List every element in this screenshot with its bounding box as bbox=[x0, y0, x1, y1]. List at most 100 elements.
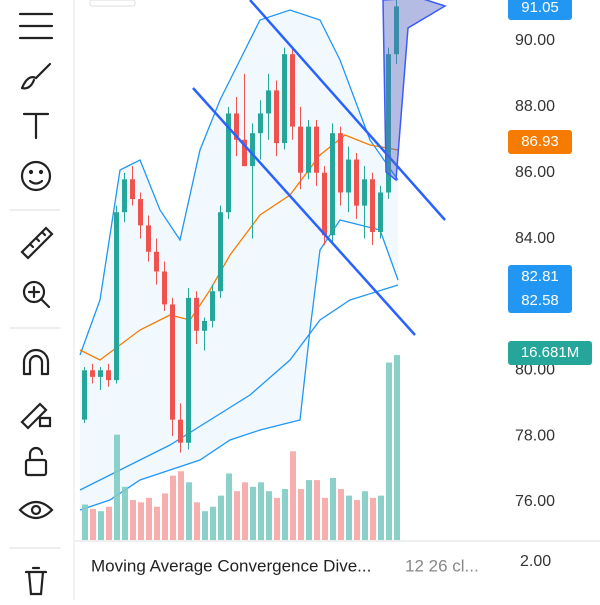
toolbar bbox=[9, 12, 61, 596]
candle-body bbox=[330, 133, 335, 236]
candle-body bbox=[338, 133, 343, 193]
channel-line[interactable] bbox=[249, 0, 446, 221]
volume-bar bbox=[138, 502, 144, 540]
magnet-tool[interactable] bbox=[22, 348, 50, 376]
candle-body bbox=[370, 179, 375, 232]
candle-body bbox=[162, 271, 167, 305]
candle-body bbox=[234, 113, 239, 140]
volume-bar bbox=[178, 471, 184, 540]
candle-body bbox=[114, 212, 119, 381]
candle-body bbox=[394, 6, 399, 55]
candle-body bbox=[298, 126, 303, 173]
trend-tool[interactable] bbox=[18, 12, 54, 40]
volume-bar bbox=[330, 477, 336, 540]
last-price: 91.05 bbox=[521, 0, 559, 16]
indicator-scale: 2.00 bbox=[520, 553, 551, 570]
candle-body bbox=[218, 212, 223, 292]
volume-bar bbox=[234, 491, 240, 540]
volume-bar bbox=[394, 355, 400, 540]
price-axis: 90.00 88.00 86.00 84.00 80.00 78.00 76.00 bbox=[515, 32, 555, 510]
zoom-tool[interactable] bbox=[22, 280, 51, 309]
volume-bar bbox=[306, 480, 312, 540]
volume-bar bbox=[194, 502, 200, 540]
volume-bar bbox=[202, 511, 208, 540]
volume-bar bbox=[210, 506, 216, 540]
volume-bar bbox=[242, 482, 248, 540]
volume-value: 16.681M bbox=[521, 344, 579, 361]
volume-bar bbox=[274, 497, 280, 540]
volume-bar bbox=[218, 495, 224, 540]
badge bbox=[508, 0, 572, 20]
price-tick-label: 88.00 bbox=[515, 98, 555, 115]
lock-drawing-tool[interactable] bbox=[20, 402, 52, 430]
candle-body bbox=[242, 139, 247, 167]
volume-bar bbox=[362, 491, 368, 540]
volume-bar bbox=[226, 473, 232, 540]
indicator-params: 12 26 cl... bbox=[405, 556, 479, 575]
volume-bar bbox=[170, 475, 176, 540]
badge bbox=[508, 130, 572, 154]
volume-bar bbox=[250, 486, 256, 540]
volume-bar bbox=[154, 506, 160, 540]
volume-bar bbox=[322, 497, 328, 540]
price-tick-label: 80.00 bbox=[515, 362, 555, 379]
volume-bar bbox=[290, 451, 296, 540]
indicator-name[interactable]: Moving Average Convergence Dive... bbox=[91, 556, 371, 575]
candle-body bbox=[354, 159, 359, 206]
volume-bar bbox=[346, 495, 352, 540]
visibility-tool[interactable] bbox=[18, 500, 54, 520]
bollinger-upper bbox=[79, 9, 399, 356]
volume-bar bbox=[114, 434, 120, 540]
candles bbox=[82, 0, 399, 453]
arrow-drawing[interactable] bbox=[382, 0, 447, 182]
volume-bar bbox=[370, 497, 376, 540]
candle-body bbox=[282, 54, 287, 144]
top-button[interactable] bbox=[89, 0, 136, 7]
volume-bar bbox=[90, 508, 96, 540]
candle-body bbox=[130, 179, 135, 200]
price-tick-label: 76.00 bbox=[515, 493, 555, 510]
candle-body bbox=[226, 113, 231, 213]
candle-body bbox=[122, 179, 127, 213]
channel-line[interactable] bbox=[192, 87, 416, 336]
ruler-tool[interactable] bbox=[20, 226, 54, 260]
candle-body bbox=[82, 370, 87, 420]
volume-bar bbox=[298, 488, 304, 540]
candle-body bbox=[146, 225, 151, 252]
lower-price: 82.58 bbox=[521, 292, 559, 309]
candle-body bbox=[386, 54, 391, 193]
brush-tool[interactable] bbox=[20, 62, 52, 90]
upper-price: 82.81 bbox=[521, 268, 559, 285]
price-tick-label: 86.00 bbox=[515, 164, 555, 181]
long-ma bbox=[79, 284, 399, 491]
price-tick-label: 78.00 bbox=[515, 427, 555, 444]
candle-body bbox=[362, 179, 367, 206]
candle-body bbox=[290, 54, 295, 127]
bollinger-lower bbox=[79, 219, 399, 511]
volume-bar bbox=[186, 482, 192, 540]
volume-bar bbox=[106, 506, 112, 540]
badge bbox=[508, 265, 572, 313]
delete-tool[interactable] bbox=[24, 566, 48, 596]
candle-body bbox=[250, 133, 255, 167]
candle-body bbox=[178, 419, 183, 443]
candle-body bbox=[194, 297, 199, 331]
volume-bar bbox=[354, 500, 360, 540]
candle-body bbox=[274, 90, 279, 144]
volume-bar bbox=[146, 497, 152, 540]
emoji-tool[interactable] bbox=[20, 160, 52, 192]
volume-bar bbox=[282, 488, 288, 540]
lock-tool[interactable] bbox=[24, 446, 48, 477]
text-tool[interactable] bbox=[22, 112, 50, 140]
price-tick-label: 84.00 bbox=[515, 230, 555, 247]
volume-bar bbox=[122, 486, 128, 540]
bollinger-fill bbox=[80, 10, 398, 510]
candle-body bbox=[306, 126, 311, 173]
candle-body bbox=[170, 304, 175, 420]
candle-body bbox=[154, 251, 159, 272]
candle-body bbox=[210, 291, 215, 321]
candle-body bbox=[346, 159, 351, 193]
candle-body bbox=[202, 320, 207, 331]
volume-bar bbox=[378, 495, 384, 540]
